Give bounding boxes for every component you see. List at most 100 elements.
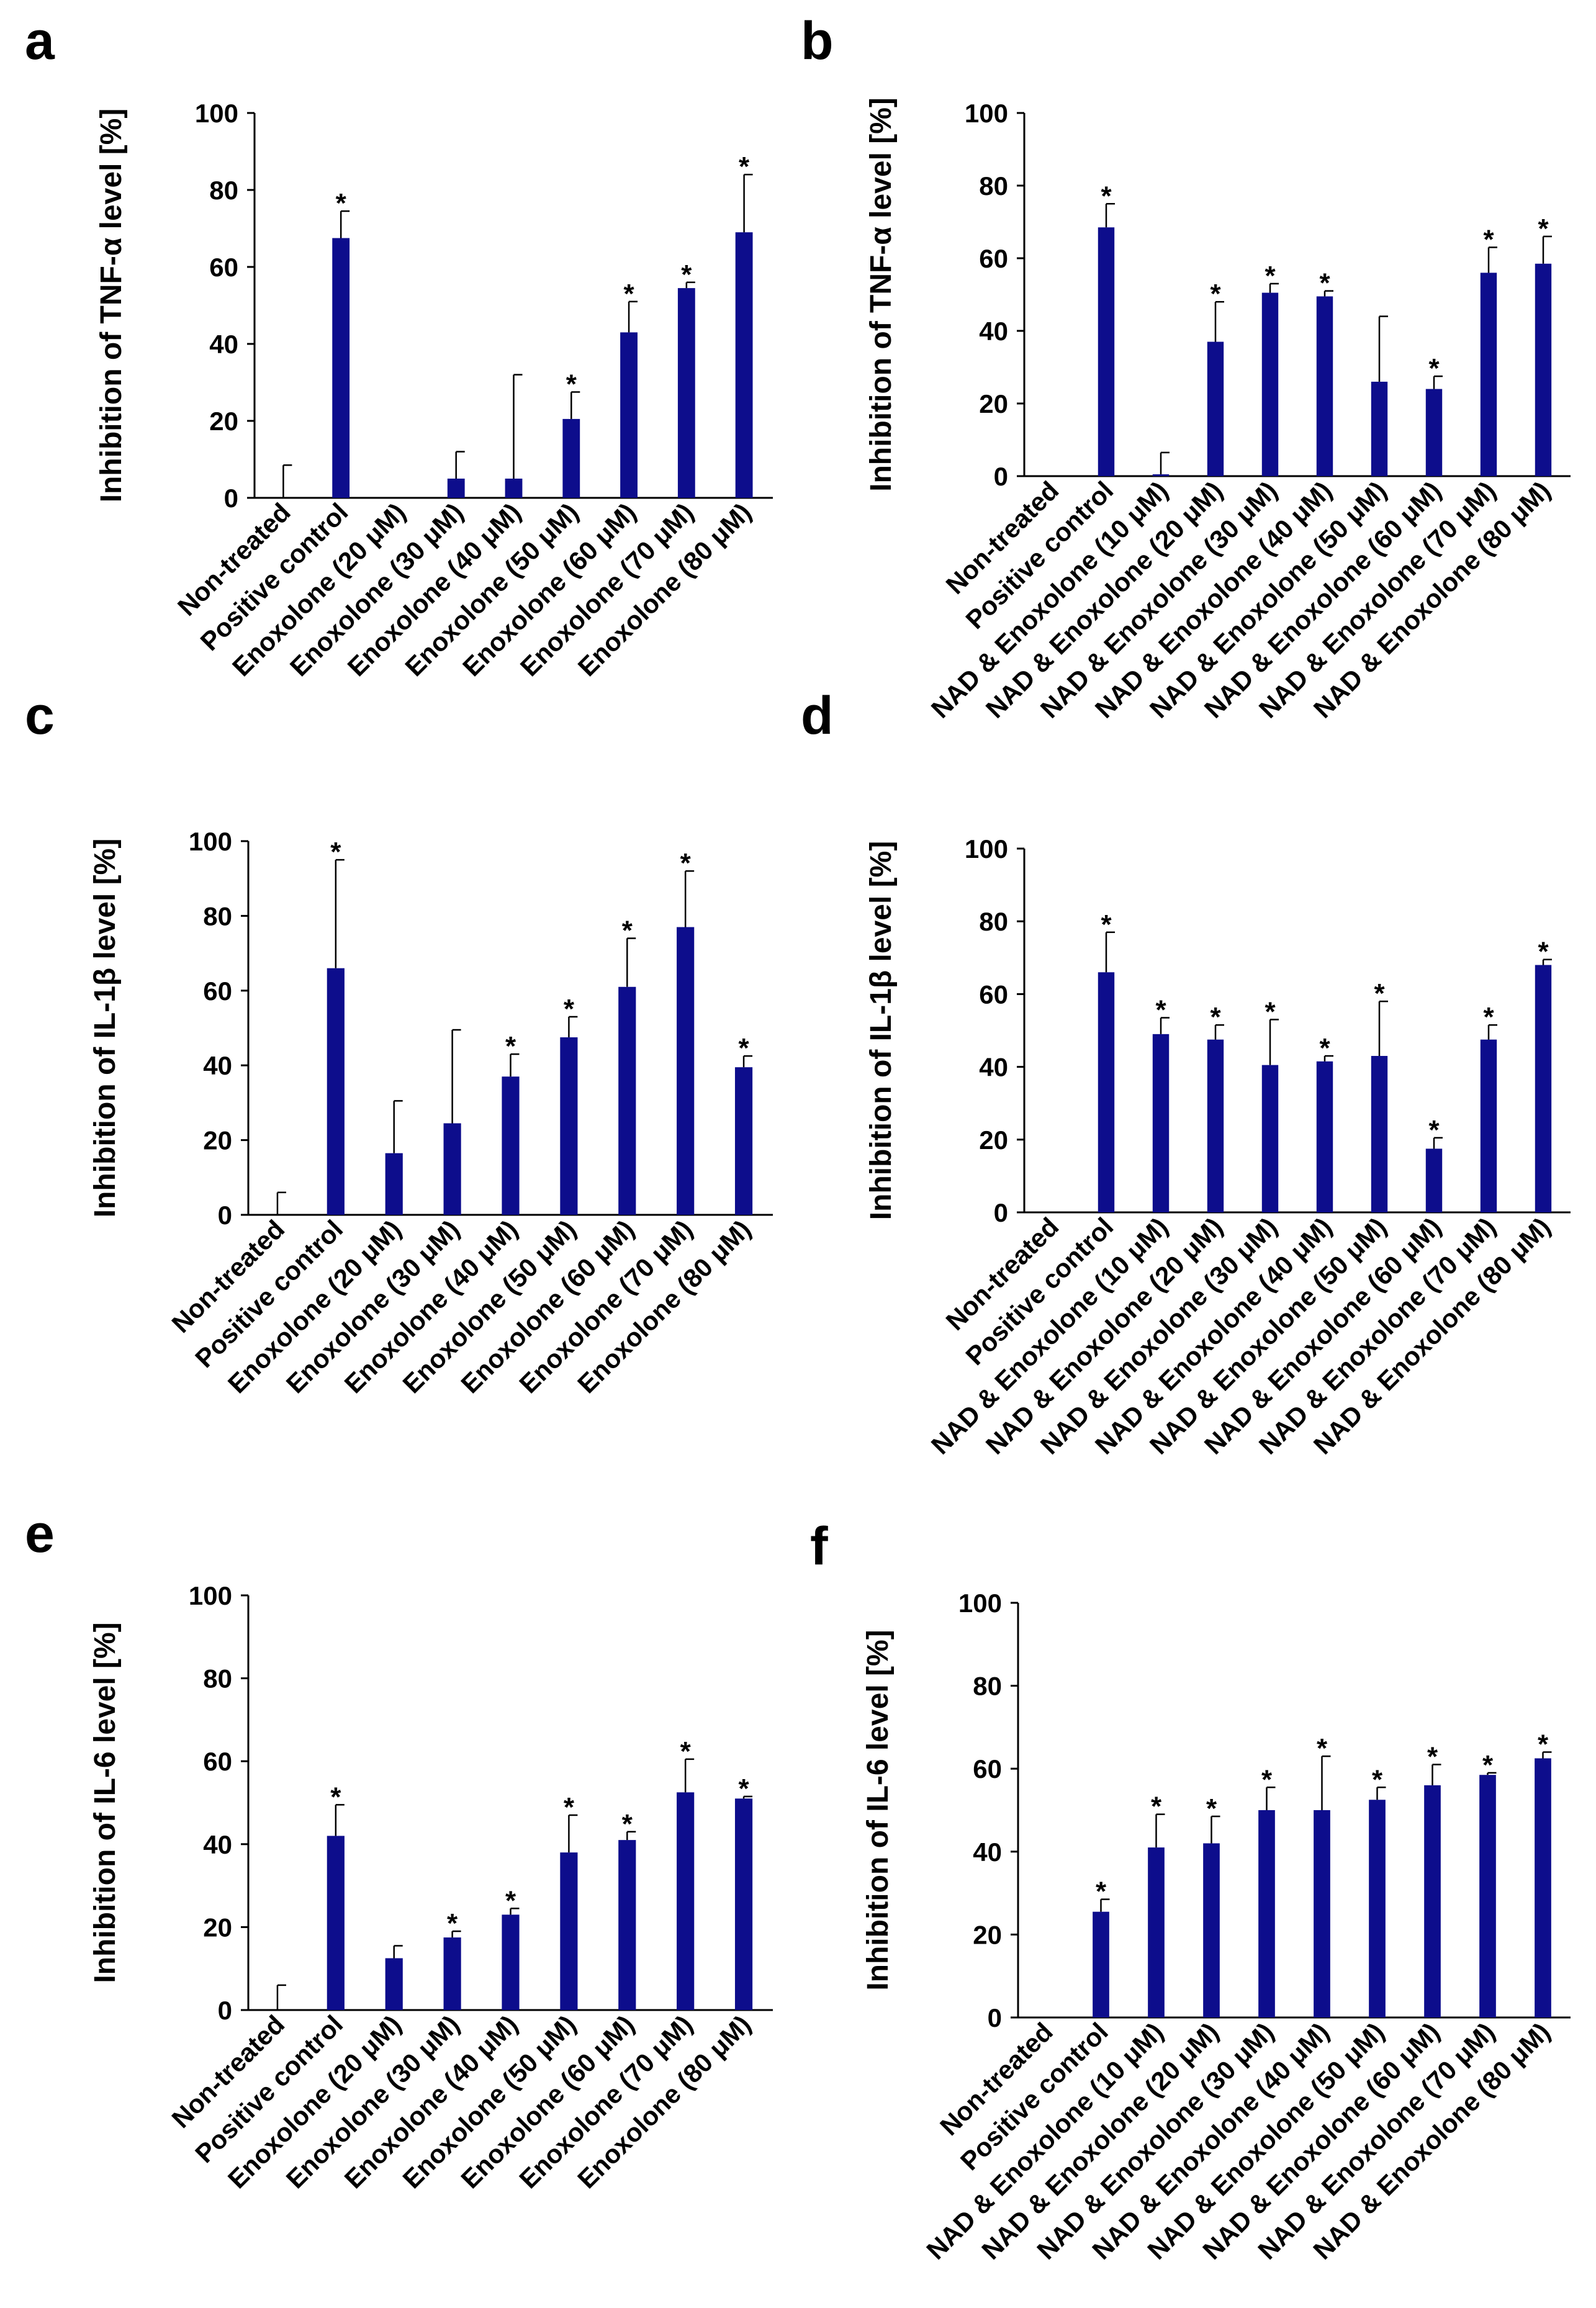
y-axis-title: Inhibition of IL-6 level [%] bbox=[862, 1630, 895, 1990]
bar bbox=[447, 479, 465, 498]
bar bbox=[1207, 1039, 1224, 1212]
significance-star: * bbox=[1317, 1733, 1328, 1764]
significance-star: * bbox=[1372, 1764, 1383, 1795]
significance-star: * bbox=[1483, 1002, 1494, 1032]
bar bbox=[620, 332, 638, 498]
bar bbox=[1480, 273, 1497, 476]
significance-star: * bbox=[1538, 214, 1549, 244]
y-tick-label: 40 bbox=[979, 1053, 1008, 1082]
significance-star: * bbox=[330, 1782, 341, 1812]
panel-a: a 0 20 40 60 80 100 Inhibition of TNF-α level [… bbox=[25, 11, 773, 682]
significance-star: * bbox=[1427, 1742, 1438, 1772]
bar bbox=[1371, 381, 1388, 476]
significance-star: * bbox=[622, 916, 633, 946]
bar bbox=[1316, 296, 1333, 476]
panel-letter: c bbox=[25, 686, 55, 746]
y-axis-title: Inhibition of IL-6 level [%] bbox=[89, 1622, 122, 1983]
significance-star: * bbox=[1265, 261, 1276, 291]
bar bbox=[677, 1792, 695, 2010]
bar bbox=[734, 1067, 753, 1215]
y-tick-label: 40 bbox=[973, 1837, 1002, 1867]
significance-star: * bbox=[1210, 1002, 1221, 1032]
bar bbox=[327, 968, 345, 1215]
significance-star: * bbox=[1261, 1764, 1273, 1795]
significance-star: * bbox=[681, 259, 692, 290]
panel-b: b 0 20 40 60 80 100 Inhibition of TNF-α level [… bbox=[801, 11, 1571, 724]
y-tick-label: 0 bbox=[988, 2003, 1002, 2032]
y-tick-label: 100 bbox=[189, 827, 232, 856]
y-tick-label: 40 bbox=[203, 1830, 232, 1859]
bar bbox=[385, 1958, 403, 2010]
bar bbox=[1261, 292, 1279, 476]
y-tick-label: 40 bbox=[203, 1051, 232, 1080]
y-tick-label: 0 bbox=[994, 462, 1008, 491]
bar bbox=[1152, 474, 1170, 476]
bar bbox=[1425, 389, 1443, 476]
significance-star: * bbox=[738, 1033, 749, 1063]
significance-star: * bbox=[1101, 181, 1112, 211]
panel-f: f 0 20 40 60 80 100 Inhibition of IL-6 level [%… bbox=[810, 1517, 1571, 2265]
significance-star: * bbox=[1482, 1750, 1494, 1780]
y-tick-label: 100 bbox=[195, 99, 238, 128]
y-tick-label: 80 bbox=[203, 901, 232, 931]
y-tick-label: 100 bbox=[189, 1581, 232, 1610]
panel-letter: e bbox=[25, 1504, 55, 1564]
y-tick-label: 60 bbox=[209, 253, 238, 282]
y-axis-title: Inhibition of IL-1β level [%] bbox=[865, 841, 898, 1220]
panel-letter: b bbox=[801, 11, 834, 71]
panel-e: e 0 20 40 60 80 100 Inhibition of IL-6 level [%… bbox=[25, 1504, 773, 2194]
bar bbox=[560, 1037, 578, 1215]
significance-star: * bbox=[1428, 353, 1440, 384]
significance-star: * bbox=[505, 1885, 516, 1916]
significance-star: * bbox=[1319, 1033, 1330, 1063]
bar bbox=[1258, 1810, 1275, 2017]
y-tick-label: 20 bbox=[979, 389, 1008, 418]
bar bbox=[385, 1153, 403, 1215]
panel-letter: a bbox=[25, 11, 55, 71]
bar bbox=[502, 1914, 520, 2010]
y-tick-label: 0 bbox=[994, 1198, 1008, 1227]
significance-star: * bbox=[1483, 224, 1494, 255]
y-tick-label: 20 bbox=[203, 1913, 232, 1942]
y-tick-label: 40 bbox=[209, 330, 238, 359]
panel-d: d 0 20 40 60 80 100 Inhibition of IL-1β level [… bbox=[801, 686, 1571, 1460]
y-tick-label: 0 bbox=[224, 484, 238, 513]
bar bbox=[1371, 1056, 1388, 1212]
bar bbox=[1535, 1758, 1551, 2017]
bar bbox=[734, 1798, 753, 2010]
significance-star: * bbox=[566, 369, 577, 400]
panel-c: c 0 20 40 60 80 100 Inhibition of IL-1β level [… bbox=[25, 686, 773, 1399]
y-axis-title: Inhibition of TNF-α level [%] bbox=[865, 97, 898, 492]
significance-star: * bbox=[738, 1774, 749, 1804]
bar bbox=[560, 1852, 578, 2010]
significance-star: * bbox=[1428, 1115, 1440, 1145]
y-tick-label: 100 bbox=[965, 834, 1008, 863]
bar bbox=[332, 238, 350, 498]
significance-star: * bbox=[1538, 937, 1549, 967]
y-tick-label: 20 bbox=[979, 1125, 1008, 1155]
bar bbox=[1425, 1148, 1443, 1212]
significance-star: * bbox=[1210, 279, 1221, 309]
y-tick-label: 60 bbox=[203, 976, 232, 1006]
y-tick-label: 80 bbox=[203, 1664, 232, 1693]
y-tick-label: 100 bbox=[958, 1589, 1002, 1618]
y-tick-label: 20 bbox=[203, 1126, 232, 1155]
significance-star: * bbox=[1319, 268, 1330, 299]
y-tick-label: 20 bbox=[209, 407, 238, 436]
bar bbox=[1316, 1061, 1333, 1212]
y-tick-label: 80 bbox=[973, 1672, 1002, 1701]
bar bbox=[1152, 1034, 1170, 1212]
bar bbox=[1098, 227, 1115, 476]
significance-star: * bbox=[505, 1031, 516, 1062]
bar bbox=[618, 1840, 636, 2010]
bar bbox=[1535, 965, 1552, 1212]
y-axis-title: Inhibition of IL-1β level [%] bbox=[89, 839, 122, 1218]
significance-star: * bbox=[680, 848, 692, 878]
significance-star: * bbox=[1155, 994, 1166, 1025]
bar bbox=[1369, 1800, 1386, 2017]
y-tick-label: 100 bbox=[965, 99, 1008, 128]
significance-star: * bbox=[1265, 996, 1276, 1027]
bar bbox=[1424, 1785, 1441, 2017]
y-tick-label: 60 bbox=[973, 1754, 1002, 1783]
